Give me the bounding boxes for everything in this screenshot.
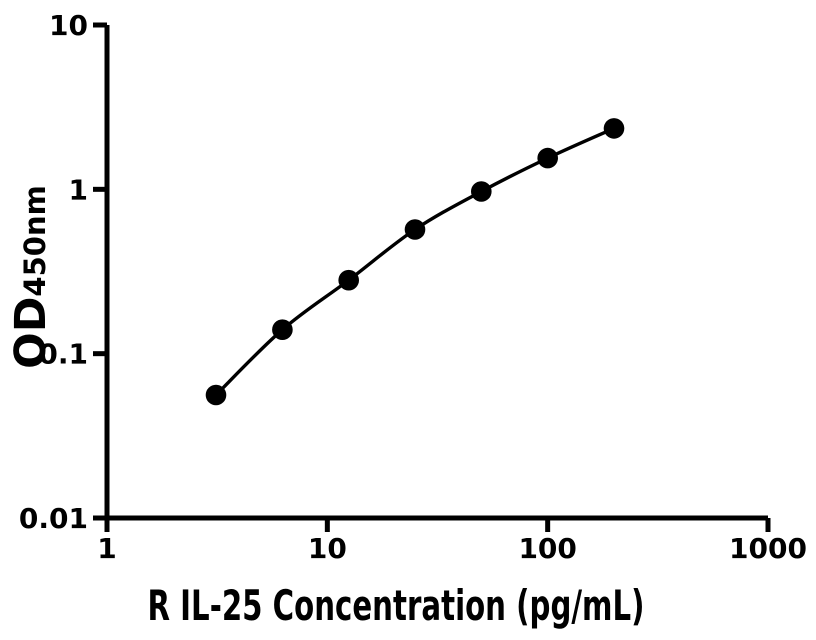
y-axis-title-subscript: 450nm [18, 185, 52, 296]
data-point-marker [404, 219, 426, 240]
y-axis-title: OD450nm [6, 185, 56, 369]
data-point-marker [471, 181, 492, 202]
data-point-marker [205, 384, 227, 406]
plot-layer [205, 118, 625, 406]
data-point-marker [338, 269, 360, 291]
data-point-marker [603, 118, 625, 139]
data-point-marker [537, 147, 558, 169]
x-axis-tick-label: 1000 [729, 532, 807, 565]
y-axis-title-main: OD [6, 297, 56, 369]
data-point-marker [272, 319, 293, 341]
standard-curve-line [214, 126, 615, 397]
y-axis-tick-label: 1 [69, 173, 88, 206]
y-axis-tick-label: 0.01 [19, 502, 88, 535]
y-axis-tick-label: 0.1 [38, 338, 88, 371]
axes-layer: 1 10 100 1000 10 1 0.1 0.01 [19, 9, 807, 565]
x-axis-tick-label: 1 [97, 532, 116, 565]
axis-spines [104, 25, 768, 521]
x-axis-title: R IL-25 Concentration (pg/mL) [148, 581, 645, 630]
x-axis-tick-label: 100 [518, 532, 576, 565]
x-axis-tick-label: 10 [308, 532, 347, 565]
y-axis-tick-label: 10 [49, 9, 88, 42]
